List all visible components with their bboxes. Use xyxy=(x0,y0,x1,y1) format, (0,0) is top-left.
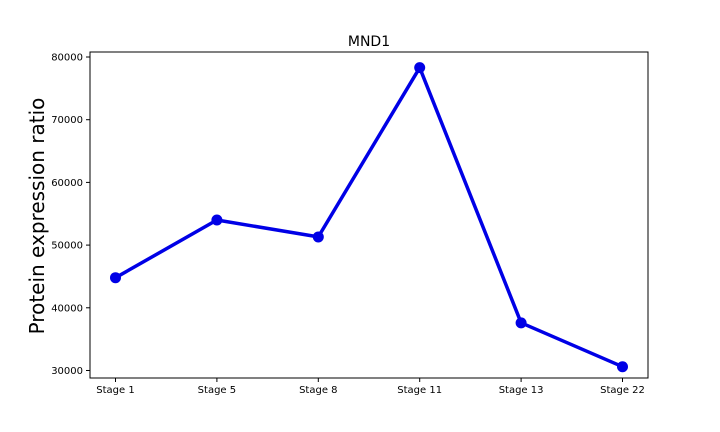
y-tick-label: 60000 xyxy=(51,178,83,189)
y-tick-label: 70000 xyxy=(51,115,83,126)
x-tick-label: Stage 5 xyxy=(198,385,236,396)
series-layer xyxy=(110,62,628,373)
plot-area-frame xyxy=(89,51,649,379)
x-tick-label: Stage 8 xyxy=(299,385,337,396)
series-line xyxy=(113,65,625,369)
x-axis: Stage 1 Stage 5 Stage 8 Stage 11 Stage 13 Sta… xyxy=(96,378,645,396)
data-point xyxy=(617,361,628,373)
y-axis-label: Protein expression ratio xyxy=(25,98,49,335)
x-tick-label: Stage 1 xyxy=(96,385,134,396)
data-point xyxy=(515,317,527,329)
data-point xyxy=(110,272,121,284)
y-tick-label: 80000 xyxy=(51,53,83,64)
y-tick-label: 30000 xyxy=(51,366,83,377)
y-axis: 30000 40000 50000 60000 70000 80000 xyxy=(51,53,90,377)
x-tick-label: Stage 22 xyxy=(600,385,645,396)
chart-title: MND1 xyxy=(348,34,390,50)
data-point xyxy=(211,214,223,226)
x-tick-label: Stage 11 xyxy=(397,385,442,396)
data-point xyxy=(312,231,324,243)
y-tick-label: 40000 xyxy=(51,303,83,314)
x-tick-label: Stage 13 xyxy=(499,385,544,396)
y-tick-label: 50000 xyxy=(51,241,83,252)
data-point xyxy=(414,62,426,74)
